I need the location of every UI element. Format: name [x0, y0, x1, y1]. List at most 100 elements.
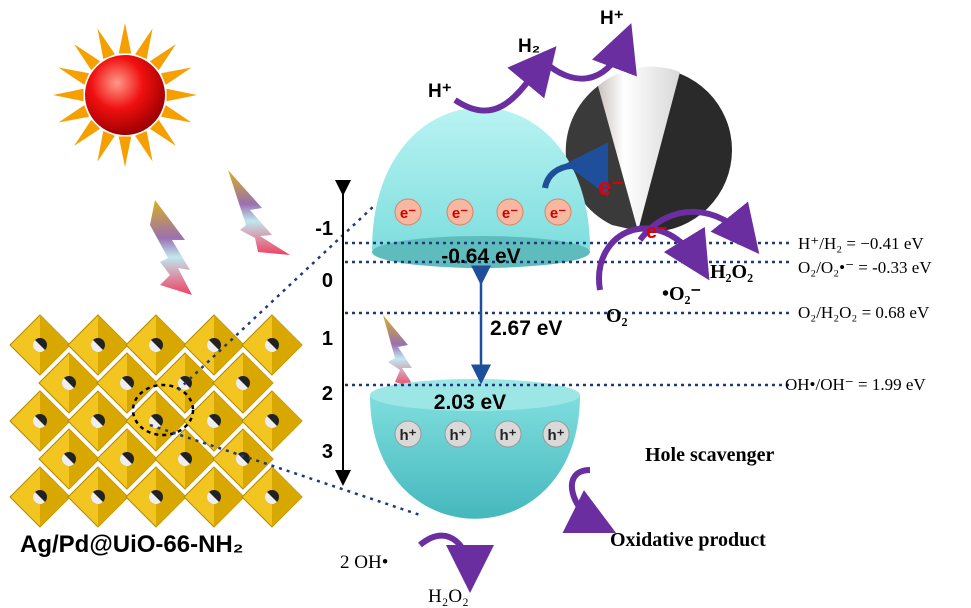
sun-ray	[58, 105, 90, 123]
electron-dot	[446, 198, 474, 226]
sun-ray	[97, 28, 115, 60]
potential-axis: -1 0 1 2 3	[315, 180, 351, 486]
metal-node-light	[206, 492, 219, 505]
sun-ray	[74, 44, 101, 71]
electron: e⁻	[550, 205, 566, 222]
species: H⁺	[600, 8, 624, 29]
metal-node-light	[206, 416, 219, 429]
metal-node-light	[235, 378, 248, 391]
metal-node-light	[90, 416, 103, 429]
material-label: Ag/Pd@UiO-66-NH₂	[20, 531, 243, 558]
species: 2 OH•	[340, 552, 388, 573]
octahedron-face	[98, 467, 128, 527]
hole-dot	[494, 420, 522, 448]
potential-label: O₂/H₂O₂ = 0.68 eV	[798, 303, 930, 322]
metal-node-light	[61, 454, 74, 467]
hole: h⁺	[399, 427, 416, 444]
light-bolts	[150, 170, 415, 388]
octahedron-face	[272, 315, 302, 375]
hole: h⁺	[499, 427, 516, 444]
metal-node-light	[177, 454, 190, 467]
species: H⁺	[428, 81, 452, 102]
potential-label: H⁺/H₂ = −0.41 eV	[798, 234, 924, 253]
octahedron-face	[98, 315, 128, 375]
metal-node-light	[264, 416, 277, 429]
octahedron-face	[127, 429, 157, 489]
cb-edge: -0.64 eV	[441, 245, 520, 268]
metal-node-light	[61, 378, 74, 391]
sun-ray	[135, 130, 153, 162]
potential-labels: H⁺/H₂ = −0.41 eV O₂/O₂•⁻ = -0.33 eV O₂/H…	[785, 234, 932, 394]
transfer-arrow	[542, 142, 609, 197]
octahedron-face	[69, 429, 99, 489]
sun-ray	[118, 23, 132, 54]
sun-ray	[149, 119, 176, 146]
sun-ray	[118, 136, 132, 167]
octahedron-face	[214, 315, 244, 375]
species: Oxidative product	[610, 529, 766, 551]
sun-ray	[160, 105, 192, 123]
octahedron-face	[185, 429, 215, 489]
sun-ray	[166, 88, 197, 102]
octahedron-face	[69, 353, 99, 413]
species: Hole scavenger	[645, 444, 775, 466]
axis-tick: 3	[322, 441, 333, 463]
hole-dot	[444, 420, 472, 448]
band-gap: 2.67 eV	[490, 317, 562, 340]
octahedron-face	[214, 467, 244, 527]
metal-node-light	[119, 378, 132, 391]
sun-ray	[74, 119, 101, 146]
potential-label: OH•/OH⁻ = 1.99 eV	[785, 375, 926, 394]
sun	[53, 23, 197, 167]
electron: e⁻	[598, 174, 624, 201]
electron: e⁻	[502, 205, 518, 222]
octahedron-face	[40, 315, 70, 375]
electron: e⁻	[452, 205, 468, 222]
reaction-arrows	[418, 23, 760, 593]
mof-crystal	[9, 314, 303, 528]
metal-node-light	[119, 454, 132, 467]
species: H₂	[518, 36, 540, 57]
electron-dot	[394, 198, 422, 226]
axis-tick: 1	[322, 328, 333, 350]
metal-node-light	[90, 340, 103, 353]
hole-dot	[394, 420, 422, 448]
metal-node-light	[148, 340, 161, 353]
potential-label: O₂/O₂•⁻ = -0.33 eV	[798, 258, 932, 277]
octahedron-face	[156, 467, 186, 527]
electron: e⁻	[646, 221, 668, 243]
metal-node-light	[32, 416, 45, 429]
sun-ray	[135, 28, 153, 60]
octahedron-face	[40, 467, 70, 527]
electron-dot	[544, 198, 572, 226]
axis-tick: 2	[322, 383, 333, 405]
sun-ray	[149, 44, 176, 71]
species: •O₂⁻	[662, 283, 701, 305]
octahedron-face	[185, 353, 215, 413]
metal-node-light	[235, 454, 248, 467]
metal-node-light	[264, 340, 277, 353]
octahedron-face	[40, 391, 70, 451]
hole: h⁺	[449, 427, 466, 444]
octahedron-face	[214, 391, 244, 451]
sun-ray	[53, 88, 84, 102]
octahedron-face	[243, 429, 273, 489]
octahedron-face	[127, 353, 157, 413]
vb-edge: 2.03 eV	[434, 391, 506, 414]
cocatalyst-sphere	[565, 66, 732, 232]
octahedron-face	[156, 315, 186, 375]
sun-ray	[58, 67, 90, 85]
electron: e⁻	[400, 205, 416, 222]
valence-band	[370, 379, 580, 519]
axis-tick: -1	[315, 218, 333, 240]
hole: h⁺	[547, 427, 564, 444]
metal-node-light	[206, 340, 219, 353]
metal-node-light	[90, 492, 103, 505]
metal-node-light	[264, 492, 277, 505]
axis-tick: 0	[322, 270, 333, 292]
metal-node-light	[32, 340, 45, 353]
species: H₂O₂	[428, 586, 469, 607]
octahedron-face	[98, 391, 128, 451]
sun-ray	[160, 67, 192, 85]
